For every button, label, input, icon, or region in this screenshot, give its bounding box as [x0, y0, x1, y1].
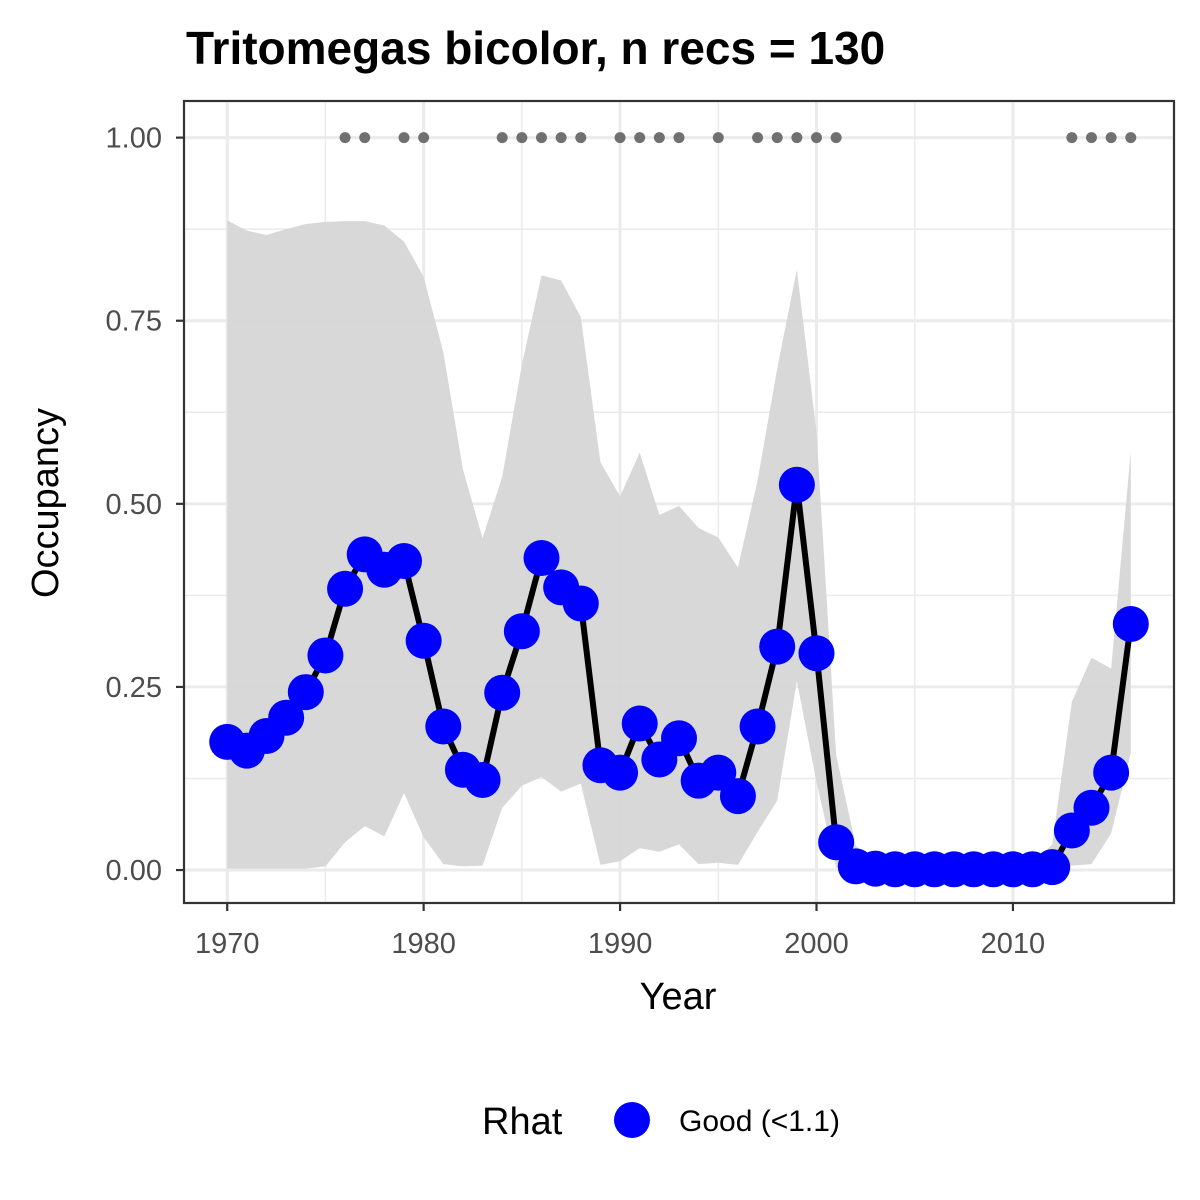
- record-point: [497, 132, 508, 143]
- record-point: [575, 132, 586, 143]
- occupancy-point: [661, 720, 697, 756]
- record-point: [556, 132, 567, 143]
- occupancy-point: [327, 571, 363, 607]
- record-point: [1086, 132, 1097, 143]
- x-tick-label: 1980: [391, 928, 456, 960]
- occupancy-point: [288, 674, 324, 710]
- record-point: [811, 132, 822, 143]
- occupancy-point: [622, 706, 658, 742]
- legend-title: Rhat: [482, 1101, 563, 1143]
- record-point: [359, 132, 370, 143]
- x-axis-title: Year: [640, 976, 717, 1018]
- occupancy-point: [1113, 606, 1149, 642]
- record-point: [831, 132, 842, 143]
- x-tick-label: 2010: [981, 928, 1046, 960]
- record-point: [634, 132, 645, 143]
- record-point: [752, 132, 763, 143]
- record-point: [713, 132, 724, 143]
- occupancy-point: [484, 675, 520, 711]
- chart-title: Tritomegas bicolor, n recs = 130: [186, 22, 885, 74]
- y-tick-label: 0.00: [106, 855, 162, 887]
- occupancy-point: [740, 708, 776, 744]
- record-point: [1125, 132, 1136, 143]
- record-point: [615, 132, 626, 143]
- occupancy-point: [799, 635, 835, 671]
- record-point: [674, 132, 685, 143]
- legend: Rhat Good (<1.1): [482, 1101, 840, 1143]
- record-point: [418, 132, 429, 143]
- x-tick-label: 2000: [784, 928, 849, 960]
- occupancy-point: [406, 623, 442, 659]
- x-tick-label: 1990: [588, 928, 653, 960]
- record-point: [791, 132, 802, 143]
- record-point: [340, 132, 351, 143]
- record-point: [536, 132, 547, 143]
- occupancy-point: [307, 637, 343, 673]
- occupancy-point: [1074, 790, 1110, 826]
- occupancy-point: [1093, 755, 1129, 791]
- record-point: [654, 132, 665, 143]
- x-tick-labels: 1970 1980 1990 2000 2010: [195, 903, 1045, 960]
- record-point: [1106, 132, 1117, 143]
- record-point: [516, 132, 527, 143]
- y-axis-title: Occupancy: [25, 408, 67, 598]
- y-tick-label: 0.50: [106, 489, 162, 521]
- occupancy-point: [602, 755, 638, 791]
- record-point: [399, 132, 410, 143]
- occupancy-point: [465, 762, 501, 798]
- occupancy-point: [504, 613, 540, 649]
- occupancy-point: [779, 467, 815, 503]
- record-point: [772, 132, 783, 143]
- occupancy-point: [563, 585, 599, 621]
- occupancy-point: [1034, 849, 1070, 885]
- y-tick-label: 0.75: [106, 306, 162, 338]
- occupancy-point: [720, 778, 756, 814]
- y-tick-label: 0.25: [106, 672, 162, 704]
- occupancy-point: [759, 629, 795, 665]
- record-point: [1066, 132, 1077, 143]
- plot-panel: [184, 101, 1174, 903]
- y-tick-label: 1.00: [106, 123, 162, 155]
- legend-key-good: [614, 1102, 650, 1138]
- x-tick-label: 1970: [195, 928, 260, 960]
- occupancy-point: [425, 708, 461, 744]
- legend-label-good: Good (<1.1): [679, 1105, 840, 1138]
- y-tick-labels: 0.00 0.25 0.50 0.75 1.00: [106, 123, 184, 887]
- occupancy-point: [524, 540, 560, 576]
- occupancy-point: [386, 543, 422, 579]
